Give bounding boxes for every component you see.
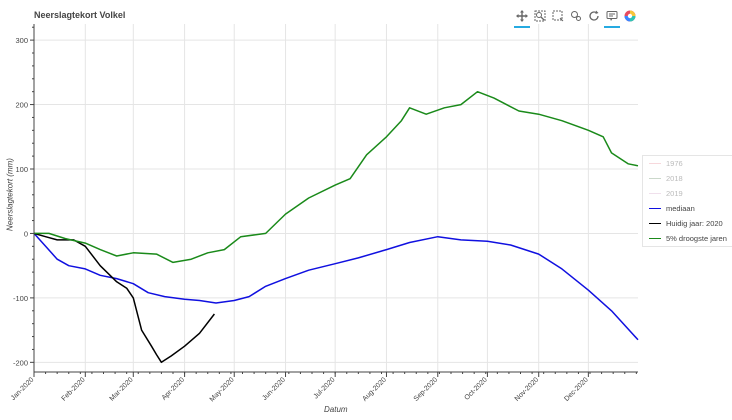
- legend-label: mediaan: [666, 204, 695, 213]
- y-tick-label: -200: [13, 358, 28, 367]
- x-tick-label: Dec-2020: [563, 376, 589, 402]
- bokeh-logo-icon[interactable]: [622, 8, 638, 24]
- chart-legend: 1976 2018 2019 mediaan Huidig jaar: 2020 5% d…: [642, 155, 732, 247]
- box-zoom-icon[interactable]: [532, 8, 548, 24]
- x-tick-label: Apr-2020: [161, 376, 186, 401]
- chart-toolbar: [514, 6, 644, 28]
- y-tick-label: 100: [15, 165, 28, 174]
- x-tick-label: Feb-2020: [61, 376, 87, 402]
- legend-label: 2018: [666, 174, 683, 183]
- legend-swatch: [649, 238, 661, 239]
- series-line-5-droogste-jaren: [34, 90, 639, 264]
- x-tick-label: May-2020: [209, 376, 236, 403]
- x-tick-label: Jan-2020: [10, 376, 36, 402]
- y-tick-label: 0: [24, 229, 28, 238]
- x-tick-label: Sep-2020: [413, 376, 439, 402]
- legend-item[interactable]: 1976: [643, 156, 732, 171]
- legend-swatch: [649, 178, 661, 179]
- y-tick-label: -100: [13, 294, 28, 303]
- legend-swatch: [649, 223, 661, 224]
- legend-swatch: [649, 193, 661, 194]
- y-axis-label: Neerslagtekort (mm): [5, 158, 15, 231]
- legend-swatch: [649, 163, 661, 164]
- chart-title: Neerslagtekort Volkel: [34, 10, 126, 20]
- move-arrows-icon[interactable]: [514, 8, 530, 28]
- zoom-icon[interactable]: [568, 8, 584, 24]
- legend-item[interactable]: 2019: [643, 186, 732, 201]
- legend-item[interactable]: 2018: [643, 171, 732, 186]
- x-tick-label: Nov-2020: [514, 376, 540, 402]
- hover-icon[interactable]: [604, 8, 620, 28]
- legend-swatch: [649, 208, 661, 209]
- legend-item[interactable]: 5% droogste jaren: [643, 231, 732, 246]
- x-tick-label: Jul-2020: [313, 376, 337, 400]
- legend-label: Huidig jaar: 2020: [666, 219, 723, 228]
- x-tick-label: Mar-2020: [109, 376, 135, 402]
- legend-label: 1976: [666, 159, 683, 168]
- x-tick-label: Oct-2020: [464, 376, 489, 401]
- legend-label: 5% droogste jaren: [666, 234, 727, 243]
- y-tick-label: 300: [15, 36, 28, 45]
- x-tick-label: Jun-2020: [261, 376, 287, 402]
- x-tick-label: Aug-2020: [361, 376, 387, 402]
- series-line-mediaan: [33, 232, 639, 341]
- y-tick-label: 200: [15, 101, 28, 110]
- legend-label: 2019: [666, 189, 683, 198]
- legend-item[interactable]: mediaan: [643, 201, 732, 216]
- legend-item[interactable]: Huidig jaar: 2020: [643, 216, 732, 231]
- x-axis-label: Datum: [324, 405, 348, 414]
- box-select-icon[interactable]: [550, 8, 566, 24]
- reset-icon[interactable]: [586, 8, 602, 24]
